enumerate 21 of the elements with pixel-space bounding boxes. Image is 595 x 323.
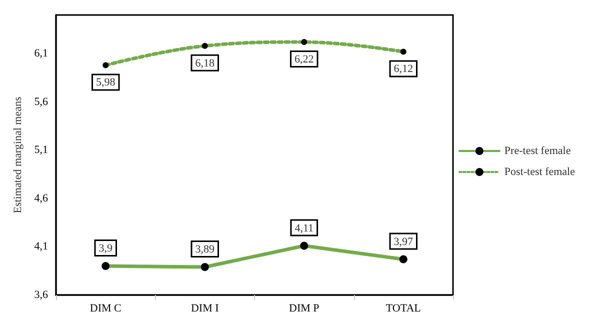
data-label: 6,12 bbox=[394, 63, 413, 76]
legend-label: Post-test female bbox=[504, 166, 576, 178]
y-tick-label: 5,6 bbox=[34, 96, 48, 108]
y-axis-title: Estimated marginal means bbox=[12, 96, 24, 214]
data-label: 6,18 bbox=[195, 57, 215, 70]
y-tick-label: 4,1 bbox=[34, 240, 48, 253]
x-tick-label: TOTAL bbox=[386, 302, 422, 314]
data-label: 3,97 bbox=[394, 236, 414, 248]
x-tick-label: DIM I bbox=[190, 302, 220, 314]
y-tick-label: 5,1 bbox=[34, 144, 48, 156]
data-label: 3,89 bbox=[195, 244, 215, 256]
y-tick-label: 4,6 bbox=[34, 192, 48, 204]
x-tick-label: DIM P bbox=[288, 302, 320, 314]
legend-label: Pre-test female bbox=[504, 145, 571, 157]
data-label: 5,98 bbox=[96, 76, 116, 89]
y-tick-label: 3,6 bbox=[34, 289, 48, 301]
data-label: 3,9 bbox=[98, 242, 113, 255]
data-label: 6,22 bbox=[294, 54, 314, 66]
y-tick-label: 6,1 bbox=[34, 48, 48, 60]
x-tick-label: DIM C bbox=[90, 302, 122, 314]
data-label: 4,11 bbox=[294, 222, 314, 234]
